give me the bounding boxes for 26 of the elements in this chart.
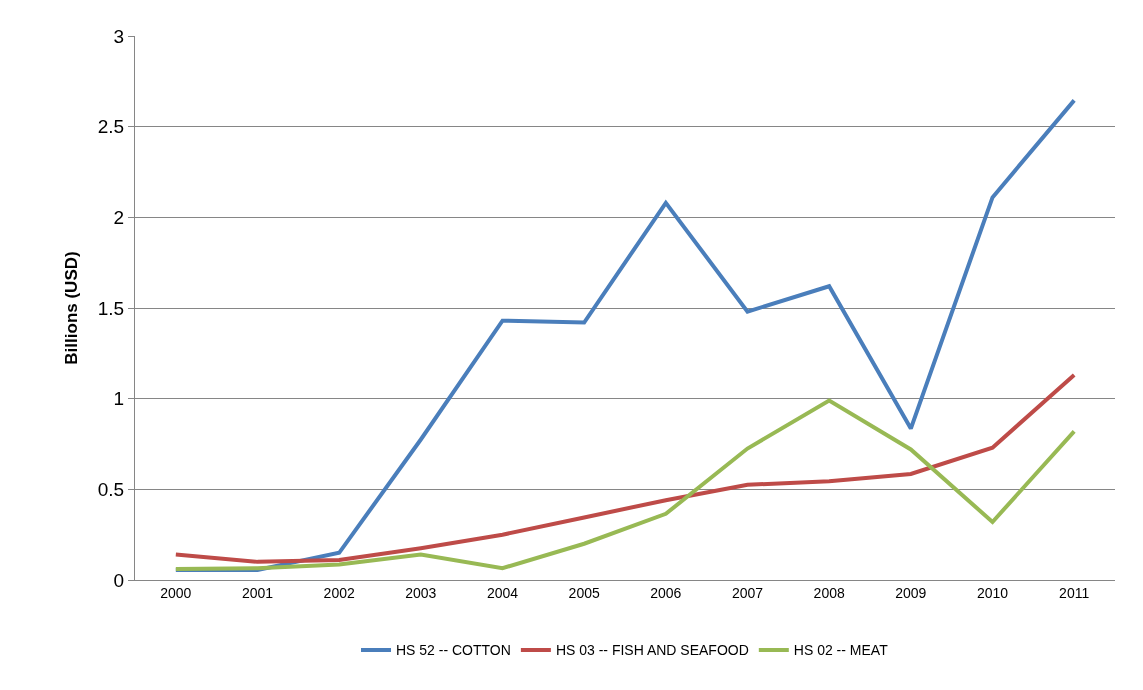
x-tick-label: 2002 (323, 584, 355, 601)
legend-label: HS 02 -- MEAT (793, 642, 889, 659)
x-tick-label: 2003 (405, 584, 437, 601)
y-tick-label: 2 (113, 206, 125, 228)
x-tick-label: 2000 (160, 584, 192, 601)
x-tick-label: 2011 (1059, 584, 1090, 601)
line-series (173, 398, 1077, 572)
x-tick-label: 2006 (650, 584, 682, 601)
line-series (173, 373, 1077, 564)
y-tick-label: 2.5 (97, 116, 125, 138)
x-tick-label: 2004 (486, 584, 519, 601)
x-tick-label: 2010 (976, 584, 1009, 601)
y-tick-label: 0.5 (97, 478, 125, 500)
y-tick-label: 3 (113, 25, 125, 47)
y-tick-label: 1 (113, 388, 125, 410)
y-tick-label: 0 (113, 569, 125, 591)
line-series (173, 98, 1077, 573)
x-tick-label: 2005 (568, 584, 600, 601)
x-tick-label: 2008 (813, 584, 845, 601)
legend-label: HS 03 -- FISH AND SEAFOOD (555, 642, 749, 659)
legend-label: HS 52 -- COTTON (396, 642, 511, 659)
x-tick-label: 2001 (241, 584, 274, 601)
x-tick-label: 2009 (895, 584, 927, 601)
y-axis-title: Billions (USD) (62, 251, 82, 365)
x-tick-label: 2007 (731, 584, 764, 601)
y-tick-label: 1.5 (97, 297, 125, 319)
